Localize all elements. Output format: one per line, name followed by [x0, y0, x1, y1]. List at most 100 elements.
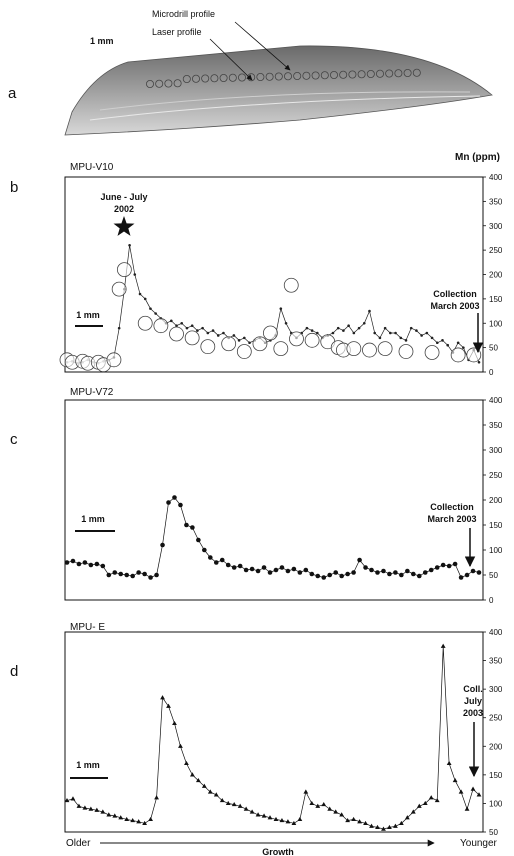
data-point: [456, 341, 460, 345]
scale-label: 1 mm: [90, 36, 114, 46]
data-point: [136, 570, 141, 575]
annotation: 1 mm: [81, 514, 105, 524]
data-point: [154, 312, 157, 315]
drill-hole: [339, 70, 348, 79]
y-tick-label: 150: [489, 771, 503, 780]
data-point: [393, 823, 398, 828]
microdrill-point: [283, 277, 299, 293]
panel-label: a: [8, 85, 17, 102]
drill-hole: [182, 75, 191, 84]
y-tick-label: 400: [489, 628, 503, 637]
data-point: [160, 542, 165, 548]
y-axis-label: Mn (ppm): [455, 152, 500, 163]
data-point: [458, 789, 464, 794]
data-point: [425, 331, 429, 335]
data-point: [422, 570, 428, 575]
y-tick-label: 50: [489, 571, 498, 580]
y-tick-label: 300: [489, 222, 503, 231]
microdrill-point: [106, 352, 122, 368]
y-tick-label: 0: [489, 596, 494, 605]
y-tick-label: 400: [489, 396, 503, 405]
drill-hole: [256, 73, 265, 82]
data-point: [363, 565, 368, 570]
drill-hole: [394, 69, 403, 78]
data-point: [106, 572, 112, 578]
y-tick-label: 250: [489, 714, 503, 723]
data-point: [452, 561, 458, 567]
data-point: [369, 823, 374, 828]
drill-hole: [237, 73, 246, 82]
data-point: [416, 573, 422, 579]
data-point: [331, 331, 335, 335]
drill-hole: [320, 71, 329, 80]
data-point: [398, 820, 404, 826]
chart-title: MPU- E: [70, 622, 105, 633]
drill-hole: [375, 69, 384, 78]
annotation: Coll.: [463, 684, 483, 694]
microdrill-point: [169, 326, 184, 342]
data-point: [130, 573, 135, 579]
data-point: [255, 812, 261, 817]
y-tick-label: 0: [489, 368, 494, 377]
data-point: [333, 809, 339, 814]
data-point: [416, 803, 422, 808]
data-point: [422, 800, 428, 806]
data-point: [279, 565, 285, 570]
microdrill-point: [346, 341, 362, 357]
microdrill-point: [424, 345, 440, 360]
data-point: [470, 568, 476, 574]
data-point: [378, 336, 382, 340]
microdrill-point: [450, 347, 466, 363]
data-point: [470, 786, 476, 791]
data-point: [387, 824, 392, 830]
data-point: [243, 567, 249, 573]
data-point: [279, 817, 285, 823]
data-point: [476, 792, 482, 797]
data-point: [381, 826, 386, 831]
data-point: [428, 567, 434, 573]
data-point: [211, 329, 215, 332]
chart-title: MPU-V72: [70, 387, 114, 398]
microdrill-point: [236, 344, 252, 359]
shell-image: [64, 45, 493, 136]
data-point: [394, 331, 397, 335]
data-point: [310, 329, 314, 332]
data-point: [237, 803, 243, 808]
drill-hole: [228, 73, 237, 82]
data-point: [267, 815, 273, 820]
microdrill-point: [304, 332, 320, 348]
drill-hole: [366, 70, 375, 79]
data-point: [464, 572, 470, 578]
data-point: [231, 801, 237, 807]
data-point: [404, 339, 408, 342]
data-point: [82, 560, 88, 565]
microdrill-point: [273, 341, 289, 357]
data-point: [100, 563, 106, 569]
data-point: [273, 567, 279, 573]
data-point: [185, 326, 189, 330]
data-point: [315, 803, 321, 808]
data-point: [369, 567, 374, 573]
data-point: [82, 805, 88, 810]
drill-hole: [265, 72, 274, 81]
data-point: [117, 326, 121, 330]
data-point: [435, 341, 439, 345]
data-point: [130, 817, 136, 823]
data-point: [327, 806, 333, 811]
series-line: [66, 245, 480, 364]
data-point: [420, 334, 423, 337]
data-point: [381, 568, 386, 574]
data-point: [143, 297, 147, 301]
data-point: [133, 273, 137, 276]
data-point: [267, 570, 273, 575]
microdrill-point: [362, 342, 377, 358]
data-point: [321, 801, 327, 807]
microdrill-point: [289, 331, 304, 347]
data-point: [291, 566, 297, 572]
data-point: [202, 547, 207, 553]
data-point: [309, 800, 315, 806]
data-point: [154, 572, 159, 578]
data-point: [373, 331, 376, 335]
data-point: [232, 334, 236, 337]
